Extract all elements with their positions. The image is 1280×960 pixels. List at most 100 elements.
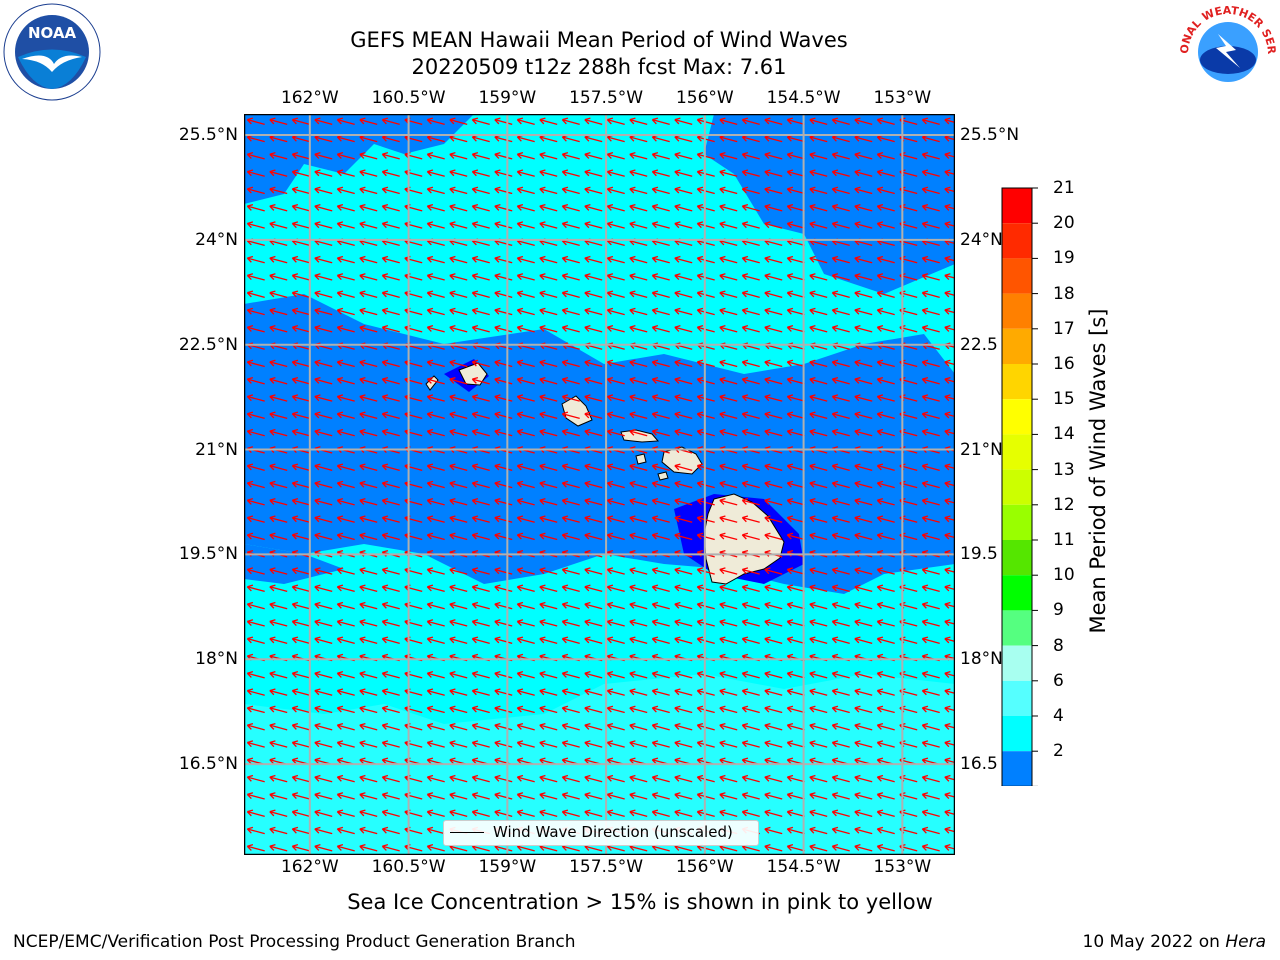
wind-arrow [471,688,490,696]
wind-arrow [381,601,400,610]
wind-arrow [764,117,783,125]
colorbar-segment [1002,575,1032,611]
wind-arrow [606,792,625,800]
wind-arrow [381,307,400,316]
wind-arrow [651,169,670,177]
wind-arrow [921,515,940,523]
wind-arrow [449,411,468,420]
wind-arrow [741,722,760,731]
wind-arrow [786,498,805,506]
wind-arrow [471,169,490,177]
wind-arrow [786,152,805,160]
wind-arrow [944,411,955,420]
wind-arrow [359,498,378,506]
wind-arrow [561,117,580,125]
wind-arrow [314,774,333,783]
wind-arrow [539,636,558,644]
wind-arrow [561,169,580,177]
wind-arrow [246,619,265,627]
wind-arrow [494,774,513,783]
wind-arrow [291,844,310,852]
wind-arrow [719,515,738,523]
wind-arrow [876,705,895,714]
wind-arrow [764,740,783,748]
wind-arrow [359,186,378,195]
wind-arrow [291,290,310,298]
wind-arrow [876,740,895,748]
wind-arrow [359,428,378,437]
wind-arrow [516,722,535,731]
wind-arrow [854,307,873,316]
wind-arrow [629,186,648,195]
wind-arrow [449,567,468,575]
wind-arrow [291,325,310,333]
wind-arrow [651,359,670,368]
wind-arrow [471,376,490,385]
wind-arrow [876,359,895,368]
wind-arrow [921,792,940,800]
wind-arrow [426,273,445,281]
wind-arrow [336,186,355,195]
wind-arrow [831,169,850,177]
wind-arrow [494,273,513,281]
wind-arrow [876,463,895,471]
wind-arrow [696,411,715,420]
wind-arrow [426,601,445,610]
wind-arrow [314,411,333,420]
wind-arrow [674,273,693,281]
wind-arrow [606,307,625,316]
wind-arrow [381,152,400,160]
wind-arrow [539,273,558,281]
wind-arrow [314,844,333,852]
caption: Sea Ice Concentration > 15% is shown in … [347,890,933,914]
wind-arrow [561,636,580,644]
lat-tick-label: 24°N [195,229,238,250]
wind-arrow [426,255,445,264]
wind-arrow [606,705,625,714]
wind-arrow [921,567,940,575]
wind-arrow [831,567,850,575]
chart-title: GEFS MEAN Hawaii Mean Period of Wind Wav… [350,28,848,52]
wind-arrow [674,221,693,229]
wind-arrow [246,826,265,835]
wind-arrow [246,532,265,541]
wind-arrow [584,498,603,506]
wind-arrow [651,325,670,333]
wind-arrow [674,359,693,368]
wind-arrow [606,636,625,644]
wind-arrow [269,359,288,368]
lon-tick-label: 154.5°W [766,857,841,877]
wind-arrow [786,117,805,125]
wind-arrow [561,255,580,264]
wind-arrow [674,498,693,506]
wind-arrow [561,498,580,506]
wind-arrow [381,255,400,264]
wind-arrow [246,117,265,125]
wind-arrow [516,636,535,644]
wind-arrow [246,515,265,523]
wind-arrow [696,792,715,800]
wind-arrow [494,463,513,471]
wind-arrow [381,359,400,368]
wind-arrow [381,774,400,783]
wind-arrow [246,584,265,593]
wind-arrow [269,428,288,437]
wind-arrow [854,273,873,281]
wind-arrow [876,325,895,333]
lon-tick-label: 159°W [478,857,537,877]
wind-arrow [921,636,940,644]
wind-arrow [561,290,580,298]
wind-arrow [291,671,310,679]
wind-arrow [426,117,445,125]
wind-arrow [471,671,490,679]
wind-arrow [606,411,625,420]
wind-arrow [539,463,558,471]
wind-arrow [944,740,955,748]
wind-arrow [449,584,468,593]
wind-arrow [426,307,445,316]
wind-arrow [674,567,693,575]
wind-arrow [876,221,895,229]
wind-arrow [741,480,760,489]
wind-arrow [651,809,670,817]
wind-arrow [809,359,828,368]
